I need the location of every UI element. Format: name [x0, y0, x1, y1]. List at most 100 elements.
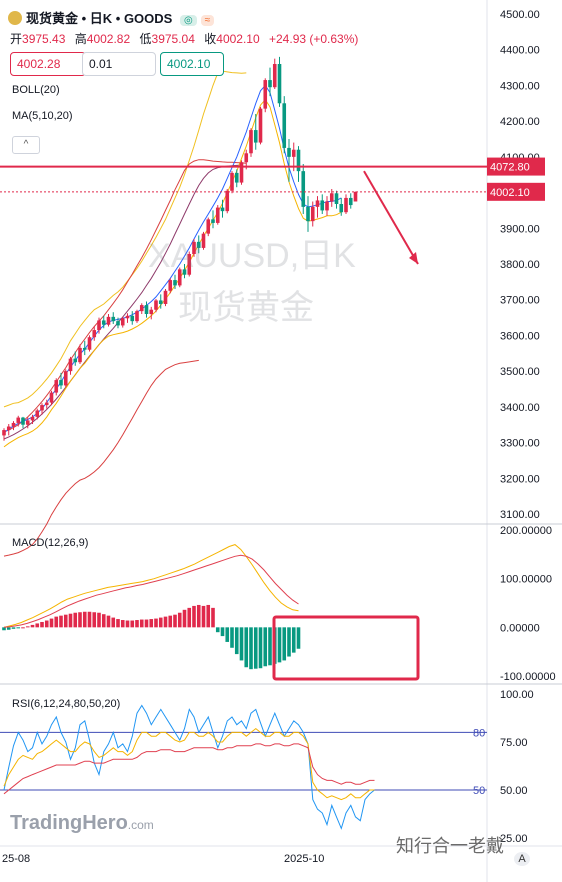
- market-status-icon[interactable]: ◎: [179, 15, 197, 26]
- macd-histogram-bar: [291, 627, 296, 653]
- candle-body: [54, 380, 59, 393]
- candle-body: [187, 254, 192, 275]
- candle-body: [135, 311, 139, 322]
- candle-body: [306, 206, 310, 222]
- sell-price-button[interactable]: 4002.28: [10, 52, 86, 76]
- candle-body: [206, 219, 211, 234]
- last-price-label: 4002.10: [490, 187, 530, 199]
- candle-body: [158, 300, 163, 304]
- candle-body: [68, 358, 73, 372]
- macd-histogram-bar: [87, 611, 92, 628]
- time-axis-tick-label: 2025-10: [284, 853, 324, 865]
- rsi-axis-tick-label: 75.00: [500, 737, 528, 749]
- buy-price-button[interactable]: 4002.10: [160, 52, 224, 76]
- boll-indicator-label[interactable]: BOLL(20): [12, 84, 60, 96]
- candle-body: [101, 320, 106, 325]
- macd-histogram-bar: [49, 618, 54, 628]
- candle-body: [325, 201, 329, 211]
- close-value: 4002.10: [216, 32, 260, 46]
- macd-histogram-bar: [249, 627, 253, 670]
- rsi-indicator-label[interactable]: RSI(6,12,24,80,50,20): [12, 698, 121, 710]
- rsi12-line: [3, 727, 375, 801]
- candle-body: [182, 269, 187, 275]
- macd-histogram-bar: [296, 627, 301, 649]
- auto-scale-button[interactable]: A: [514, 852, 530, 866]
- macd-histogram-bar: [230, 627, 234, 648]
- candle-body: [192, 241, 196, 254]
- symbol-title[interactable]: 现货黄金 • 日K • GOODS: [26, 11, 173, 26]
- ma-indicator-label[interactable]: MA(5,10,20): [12, 110, 73, 122]
- low-label: 低: [139, 32, 152, 46]
- candle-body: [149, 309, 154, 314]
- candle-body: [97, 320, 101, 331]
- resistance-price-tag: [487, 157, 545, 176]
- macd-histogram-bar: [92, 612, 97, 628]
- collapse-indicators-button[interactable]: ^: [12, 136, 40, 154]
- watermark-symbol: XAUUSD,日K: [148, 237, 356, 275]
- macd-histogram-bar: [196, 604, 201, 628]
- macd-histogram-bar: [158, 617, 163, 628]
- candle-body: [106, 316, 111, 325]
- macd-histogram-bar: [282, 627, 287, 661]
- price-axis-tick-label: 4200.00: [500, 116, 540, 128]
- quantity-input[interactable]: 0.01: [82, 52, 156, 76]
- candle-body: [339, 204, 344, 213]
- rsi-axis-tick-label: 100.00: [500, 689, 534, 701]
- open-label: 开: [10, 32, 23, 46]
- macd-histogram-bar: [30, 624, 35, 628]
- macd-histogram-bar: [192, 605, 196, 628]
- macd-axis-tick-label: 200.00000: [500, 525, 552, 537]
- open-value: 3975.43: [22, 32, 66, 46]
- candle-body: [44, 402, 49, 406]
- candle-body: [287, 147, 291, 157]
- candle-body: [82, 347, 87, 350]
- candle-body: [6, 426, 11, 431]
- macd-histogram-bar: [244, 627, 249, 668]
- candle-body: [73, 358, 78, 363]
- candle-body: [253, 130, 258, 143]
- candle-body: [220, 207, 225, 212]
- candle-body: [244, 153, 249, 163]
- candle-body: [329, 193, 334, 202]
- candle-body: [144, 305, 149, 314]
- candle-body: [272, 64, 277, 88]
- candle-body: [154, 300, 158, 310]
- macd-histogram-bar: [73, 612, 78, 628]
- macd-histogram-bar: [116, 619, 120, 628]
- macd-indicator-label[interactable]: MACD(12,26,9): [12, 537, 89, 549]
- ohlc-readout: 开3975.43 高4002.82 低3975.04 收4002.10 +24.…: [10, 30, 364, 47]
- macd-histogram-bar: [144, 619, 149, 628]
- macd-histogram-bar: [25, 626, 30, 628]
- macd-histogram-bar: [68, 613, 73, 628]
- price-axis-tick-label: 4500.00: [500, 9, 540, 21]
- candle-body: [25, 420, 30, 425]
- candle-body: [116, 321, 120, 326]
- macd-axis-tick-label: 100.00000: [500, 574, 552, 586]
- macd-histogram-bar: [35, 623, 40, 628]
- candle-body: [2, 430, 6, 436]
- macd-histogram-bar: [101, 614, 106, 628]
- price-axis-tick-label: 3500.00: [500, 366, 540, 378]
- candle-body: [49, 392, 54, 403]
- brand-name: TradingHero: [10, 812, 128, 834]
- candle-body: [173, 280, 177, 286]
- macd-histogram-bar: [182, 609, 187, 628]
- candle-body: [301, 171, 306, 207]
- candle-body: [296, 149, 301, 172]
- rsi6-line: [3, 704, 375, 830]
- macd-histogram-bar: [54, 616, 59, 628]
- candle-body: [239, 162, 244, 183]
- forecast-arrow-icon: [363, 170, 419, 265]
- macd-histogram-bar: [177, 612, 182, 628]
- candle-body: [35, 410, 40, 417]
- candle-body: [196, 241, 201, 248]
- rsi-axis-tick-label: 25.00: [500, 833, 528, 845]
- candle-body: [315, 200, 320, 207]
- data-source-icon[interactable]: ≈: [200, 15, 215, 26]
- macd-histogram-bar: [135, 620, 139, 628]
- price-axis-tick-label: 3100.00: [500, 509, 540, 521]
- macd-signal-line: [3, 554, 299, 628]
- boll-upper-line: [3, 70, 247, 408]
- macd-histogram-bar: [6, 627, 11, 630]
